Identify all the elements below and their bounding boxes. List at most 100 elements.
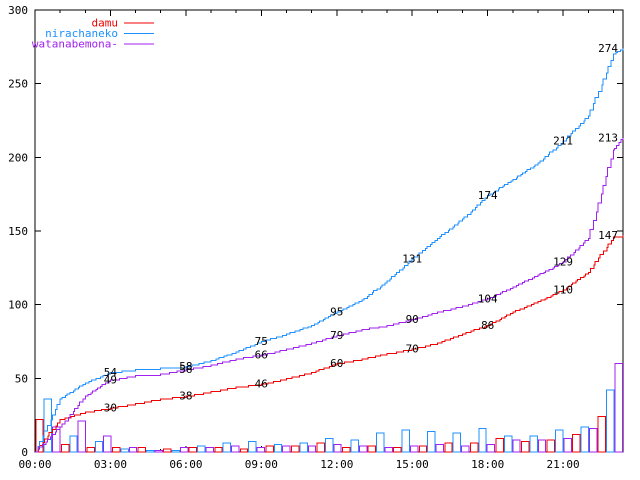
bar-nirachaneko	[427, 430, 436, 453]
bar-damu	[265, 445, 274, 453]
bar-nirachaneko	[478, 427, 487, 453]
y-tick-label: 100	[8, 299, 28, 312]
bar-damu	[60, 444, 70, 453]
bar-watanabemona-	[282, 445, 291, 453]
bar-damu	[291, 445, 300, 453]
x-tick-label: 06:00	[169, 458, 202, 471]
bar-damu	[572, 433, 581, 453]
bar-watanabemona-	[410, 445, 419, 453]
bar-nirachaneko	[146, 450, 155, 453]
bar-nirachaneko	[606, 389, 615, 453]
value-label-watanabemona-: 90	[406, 313, 419, 326]
value-label-nirachaneko: 58	[179, 360, 192, 373]
y-axis-labels: 0 50 100 150 200 250 300	[8, 4, 28, 459]
value-label-watanabemona-: 104	[478, 292, 498, 305]
y-tick-label: 0	[21, 446, 28, 459]
legend-label: watanabemona-	[32, 38, 118, 51]
bar-nirachaneko	[580, 426, 589, 453]
point-value-labels: 30 38 46 60 70 86 110 147 54 58 75 95 131 174 211 274 49…	[104, 42, 619, 414]
bar-damu	[214, 447, 223, 453]
bar-damu	[597, 416, 607, 453]
bar-damu	[163, 448, 172, 453]
bar-watanabemona-	[537, 439, 547, 453]
bar-watanabemona-	[384, 447, 393, 453]
legend-item-damu: damu	[92, 17, 154, 30]
bar-watanabemona-	[205, 447, 214, 453]
x-axis-labels: 00:00 03:00 06:00 09:00 12:00 15:00 18:00 21:00	[18, 458, 579, 471]
bar-nirachaneko	[120, 448, 129, 453]
bar-nirachaneko	[222, 442, 232, 453]
legend-item-nirachaneko: nirachaneko	[45, 27, 154, 40]
bar-nirachaneko	[324, 438, 334, 453]
bar-watanabemona-	[128, 447, 138, 453]
bar-watanabemona-	[358, 445, 368, 453]
series-line-nirachaneko	[35, 48, 624, 453]
bar-watanabemona-	[307, 445, 317, 453]
value-label-damu: 46	[255, 378, 268, 391]
bar-watanabemona-	[103, 435, 112, 453]
value-label-watanabemona-: 56	[179, 363, 192, 376]
bar-nirachaneko	[401, 429, 411, 453]
bar-nirachaneko	[555, 429, 564, 453]
bar-watanabemona-	[512, 439, 521, 453]
bar-damu	[393, 447, 402, 453]
hourly-bars	[35, 363, 623, 453]
bar-watanabemona-	[614, 363, 623, 453]
value-label-watanabemona-: 66	[255, 348, 268, 361]
bar-damu	[418, 445, 428, 453]
bar-nirachaneko	[529, 435, 538, 453]
value-label-nirachaneko: 54	[104, 366, 118, 379]
bar-damu	[239, 448, 249, 453]
value-label-nirachaneko: 211	[553, 135, 573, 148]
bar-nirachaneko	[197, 445, 206, 453]
bar-watanabemona-	[589, 427, 598, 453]
bar-nirachaneko	[452, 432, 462, 453]
bar-watanabemona-	[256, 447, 266, 453]
value-label-watanabemona-: 49	[104, 373, 117, 386]
value-label-nirachaneko: 131	[402, 253, 422, 266]
plot-border	[34, 9, 624, 453]
bar-watanabemona-	[231, 445, 240, 453]
bar-nirachaneko	[503, 435, 513, 453]
end-value-label-nirachaneko: 274	[598, 42, 618, 55]
value-label-nirachaneko: 75	[255, 335, 268, 348]
legend-label: nirachaneko	[45, 27, 118, 40]
value-label-damu: 38	[179, 390, 192, 403]
bar-damu	[188, 447, 198, 453]
bar-damu	[444, 442, 453, 453]
bar-damu	[342, 447, 351, 453]
value-label-damu: 70	[406, 342, 419, 355]
value-label-damu: 86	[481, 319, 494, 332]
bar-nirachaneko	[273, 444, 283, 453]
value-label-damu: 110	[553, 283, 573, 296]
bar-damu	[86, 447, 95, 453]
value-label-watanabemona-: 129	[553, 255, 573, 268]
legend-label: damu	[92, 17, 119, 30]
x-tick-label: 03:00	[94, 458, 127, 471]
y-tick-label: 50	[15, 372, 28, 385]
bar-damu	[367, 445, 377, 453]
bar-nirachaneko	[248, 441, 257, 453]
series-line-damu	[35, 235, 624, 453]
value-label-nirachaneko: 95	[330, 306, 343, 319]
x-tick-label: 09:00	[245, 458, 278, 471]
end-value-label-damu: 147	[598, 229, 618, 242]
y-tick-label: 250	[8, 78, 28, 91]
value-label-damu: 60	[330, 357, 343, 370]
y-tick-label: 150	[8, 225, 28, 238]
bar-damu	[469, 442, 479, 453]
x-tick-label: 21:00	[547, 458, 580, 471]
end-value-label-watanabemona-: 213	[598, 132, 618, 145]
y-tick-label: 200	[8, 151, 28, 164]
value-label-watanabemona-: 79	[330, 329, 343, 342]
bar-damu	[495, 438, 504, 453]
bar-damu	[546, 439, 555, 453]
bar-damu	[112, 447, 121, 453]
bar-nirachaneko	[350, 439, 359, 453]
value-label-nirachaneko: 174	[478, 189, 498, 202]
x-tick-label: 15:00	[396, 458, 429, 471]
bar-watanabemona-	[154, 450, 163, 453]
